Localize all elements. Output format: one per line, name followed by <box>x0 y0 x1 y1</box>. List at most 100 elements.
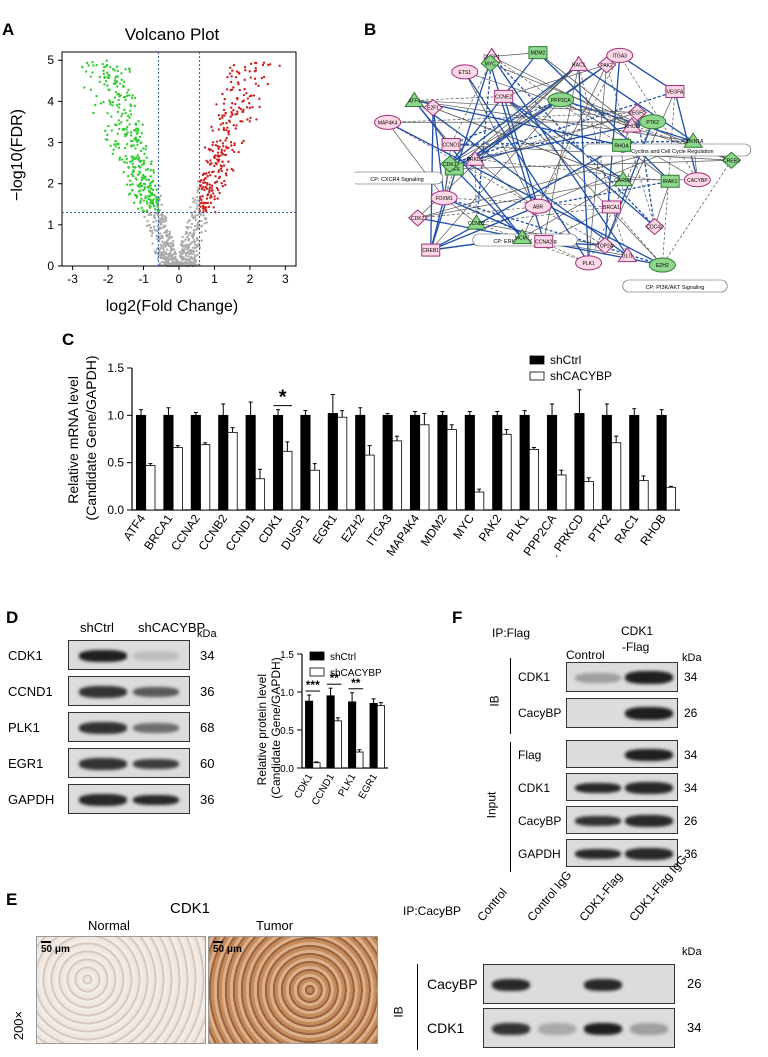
volcano-point <box>202 214 205 217</box>
volcano-point <box>238 88 241 92</box>
volcano-point <box>135 156 138 159</box>
volcano-point <box>221 116 224 120</box>
volcano-point <box>104 129 107 133</box>
node-shape <box>648 257 676 273</box>
volcano-point <box>151 188 155 191</box>
volcano-point <box>180 249 184 253</box>
volcano-point <box>196 205 199 208</box>
volcano-xtick-label: 0 <box>176 272 183 286</box>
node-shape <box>613 170 633 187</box>
bar-shCACYBP <box>665 486 677 511</box>
volcano-point <box>229 115 232 118</box>
band <box>79 686 127 698</box>
y-tick-label: 1.0 <box>280 688 294 699</box>
volcano-point <box>207 171 211 174</box>
bar-shCtrl <box>272 414 284 511</box>
volcano-point <box>144 168 148 171</box>
node-label: GLI1 <box>622 254 633 260</box>
volcano-point <box>187 246 190 249</box>
volcano-point <box>203 146 207 149</box>
volcano-point <box>243 78 246 82</box>
network-node: CACYBP <box>683 172 711 188</box>
volcano-point <box>139 171 142 174</box>
chart-c-ylabel: Relative mRNA level (Candidate Gene/GAPD… <box>65 356 99 521</box>
network-node: CCND1 <box>441 138 461 152</box>
volcano-point <box>225 174 228 177</box>
y-tick-label: 1.5 <box>107 361 124 375</box>
volcano-point <box>220 151 224 155</box>
volcano-point <box>126 114 130 118</box>
volcano-point <box>278 64 281 67</box>
volcano-point <box>149 205 152 208</box>
volcano-point <box>142 188 145 192</box>
bar-shCACYBP <box>638 480 649 511</box>
bar-shCACYBP <box>376 705 385 769</box>
bar-shCACYBP <box>254 478 266 511</box>
volcano-point <box>229 66 232 69</box>
volcano-point <box>195 202 198 205</box>
volcano-point <box>81 65 84 69</box>
network-edge <box>491 56 622 146</box>
volcano-point <box>225 128 228 132</box>
volcano-point <box>172 253 176 256</box>
blot-f2-kda: 34 <box>687 1020 702 1035</box>
network-edge <box>606 64 655 227</box>
network-node: CDK1 <box>440 155 460 173</box>
volcano-point <box>196 222 199 226</box>
volcano-point <box>114 75 118 78</box>
volcano-point <box>147 178 151 182</box>
volcano-xtick-label: -2 <box>103 272 114 286</box>
band <box>575 783 621 793</box>
node-label: CDC42 <box>646 224 663 230</box>
network-edge <box>475 56 493 224</box>
volcano-point <box>249 76 253 79</box>
network-node: RHOA <box>612 138 632 152</box>
blot-d-kda: 36 <box>200 792 215 807</box>
volcano-point <box>253 70 257 73</box>
bar-shCACYBP <box>355 751 364 769</box>
volcano-point <box>241 110 245 114</box>
bar-shCACYBP <box>611 442 622 511</box>
volcano-point <box>136 154 139 157</box>
node-shape <box>627 103 648 122</box>
bar-shCACYBP <box>337 416 348 511</box>
node-label: PLK1 <box>582 261 594 267</box>
network-edge <box>619 55 698 180</box>
volcano-point <box>127 88 130 92</box>
volcano-point <box>105 63 109 67</box>
volcano-point <box>152 171 156 174</box>
volcano-point <box>178 251 182 254</box>
bar-shCtrl <box>300 414 311 511</box>
blot-f-kda: 36 <box>684 847 698 861</box>
volcano-point <box>143 182 147 186</box>
volcano-point <box>144 195 148 198</box>
volcano-point <box>120 114 123 118</box>
node-shape <box>465 150 485 166</box>
mrna-bar-chart: Relative mRNA level (Candidate Gene/GAPD… <box>65 353 680 560</box>
band <box>584 979 622 991</box>
volcano-point <box>137 120 140 123</box>
volcano-point <box>137 129 140 132</box>
volcano-point <box>209 201 213 205</box>
volcano-point <box>137 207 140 210</box>
volcano-point <box>187 237 191 241</box>
volcano-point <box>172 256 175 260</box>
ihc-tumor-label: Tumor <box>256 918 294 933</box>
network-edge <box>578 64 694 142</box>
blot-d-kda: 34 <box>200 648 215 663</box>
volcano-point <box>261 63 265 67</box>
band <box>625 815 673 827</box>
volcano-point <box>139 149 143 153</box>
network-node: CCNA2 <box>534 235 554 249</box>
bar-shCACYBP <box>200 444 211 511</box>
network-node: PRKD1 <box>465 150 485 166</box>
node-label: CDKN1A <box>683 139 704 145</box>
volcano-point <box>116 93 119 96</box>
volcano-point <box>216 151 220 154</box>
blot-f-row-label: CDK1 <box>518 670 551 684</box>
bar-shCACYBP <box>364 454 375 511</box>
blot-f2-strip <box>483 964 675 1004</box>
volcano-point <box>122 170 126 174</box>
volcano-point <box>168 230 171 234</box>
volcano-point <box>215 180 219 183</box>
